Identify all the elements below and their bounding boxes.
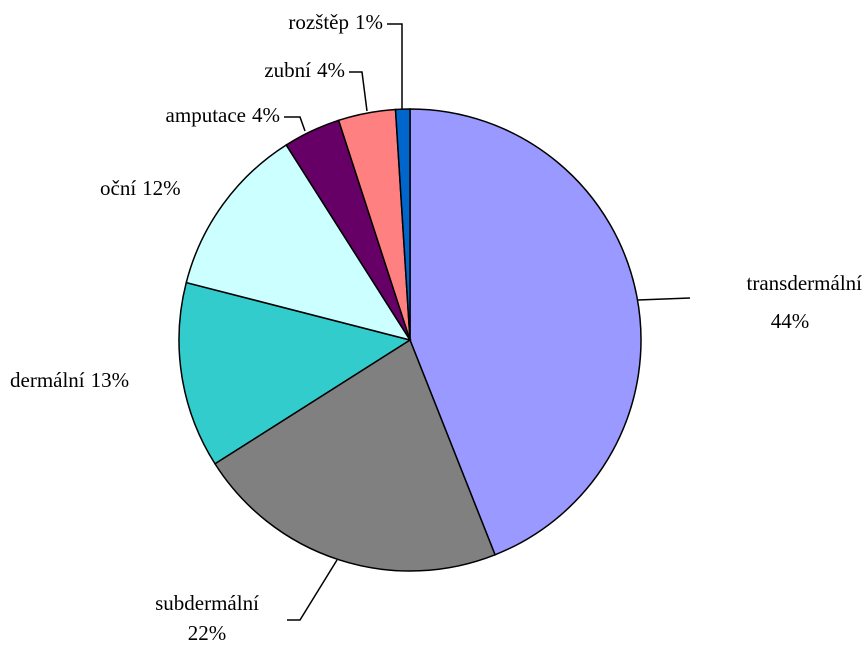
slice-label: subdermální (155, 591, 259, 615)
value-label: 4% (317, 58, 345, 82)
leader-line (284, 116, 306, 132)
slice-label: oční 12% (100, 176, 181, 200)
category-label: subdermální (155, 591, 259, 615)
value-label: 12% (142, 176, 181, 200)
category-label: oční (100, 176, 136, 200)
category-label: zubní (264, 58, 311, 82)
leader-line (637, 297, 691, 301)
value-label: 13% (91, 368, 130, 392)
value-label: 22% (188, 621, 227, 645)
category-label: rozštěp (288, 10, 349, 34)
category-label: transdermální (747, 271, 863, 295)
value-label: 44% (771, 309, 810, 333)
pie-slice (409, 108, 642, 556)
leader-line (287, 559, 338, 621)
slice-label: rozštěp 1% (288, 10, 383, 34)
slice-label: zubní 4% (264, 58, 345, 82)
value-label: 4% (252, 103, 280, 127)
slice-label: 22% (188, 621, 227, 645)
value-label: 1% (355, 10, 383, 34)
slice-label: transdermální (747, 271, 863, 295)
category-label: dermální (10, 368, 85, 392)
leader-line (387, 23, 403, 109)
slice-label: 44% (771, 309, 810, 333)
slice-label: amputace 4% (166, 103, 280, 127)
slice-label: dermální 13% (10, 368, 129, 392)
category-label: amputace (166, 103, 246, 127)
pie-slice (394, 108, 411, 341)
pie-slice (178, 281, 412, 465)
pie-slice (185, 143, 412, 342)
leader-line (349, 71, 368, 112)
pie-slice (213, 338, 497, 572)
